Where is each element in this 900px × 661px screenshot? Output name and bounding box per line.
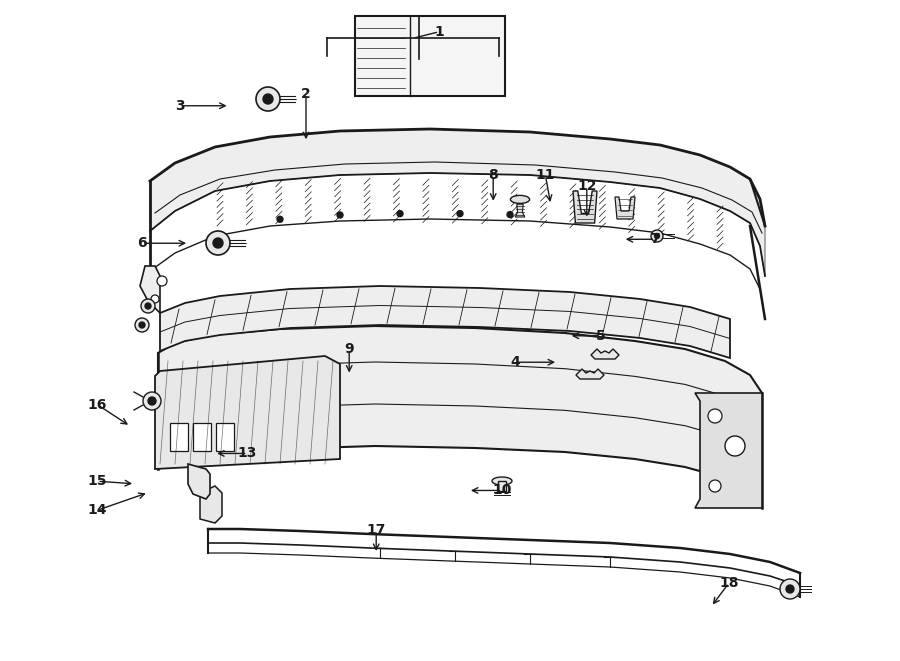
Polygon shape <box>573 191 597 223</box>
FancyBboxPatch shape <box>170 423 188 451</box>
Circle shape <box>148 397 156 405</box>
Circle shape <box>708 409 722 423</box>
Polygon shape <box>158 326 762 508</box>
Text: 9: 9 <box>345 342 354 356</box>
Text: 15: 15 <box>87 474 107 488</box>
FancyBboxPatch shape <box>216 423 234 451</box>
FancyBboxPatch shape <box>355 16 505 96</box>
Polygon shape <box>695 393 762 508</box>
Text: 2: 2 <box>302 87 310 101</box>
Text: 4: 4 <box>510 355 519 369</box>
Circle shape <box>263 94 273 104</box>
Circle shape <box>780 579 800 599</box>
Text: 11: 11 <box>536 168 555 182</box>
Text: 7: 7 <box>651 232 660 247</box>
Ellipse shape <box>510 196 529 204</box>
Circle shape <box>206 231 230 255</box>
Polygon shape <box>615 197 635 219</box>
Text: 18: 18 <box>719 576 739 590</box>
Polygon shape <box>155 356 340 469</box>
Text: 16: 16 <box>87 397 107 412</box>
Circle shape <box>143 392 161 410</box>
Text: 10: 10 <box>492 483 512 498</box>
Text: 3: 3 <box>176 98 184 113</box>
Ellipse shape <box>492 477 512 485</box>
Polygon shape <box>591 349 619 359</box>
Polygon shape <box>576 369 604 379</box>
Polygon shape <box>515 204 525 217</box>
Text: 5: 5 <box>597 329 606 343</box>
Circle shape <box>651 230 663 242</box>
Circle shape <box>337 212 343 218</box>
Text: 13: 13 <box>238 446 257 461</box>
Circle shape <box>654 233 660 239</box>
Circle shape <box>213 238 223 248</box>
Circle shape <box>141 299 155 313</box>
Circle shape <box>256 87 280 111</box>
Text: 1: 1 <box>435 24 444 39</box>
Circle shape <box>135 318 149 332</box>
Circle shape <box>151 295 159 303</box>
Circle shape <box>709 480 721 492</box>
Text: 14: 14 <box>87 503 107 518</box>
Polygon shape <box>140 266 160 313</box>
Polygon shape <box>150 129 765 276</box>
Text: 12: 12 <box>577 179 597 194</box>
Bar <box>498 481 506 491</box>
Circle shape <box>397 211 403 217</box>
Circle shape <box>786 585 794 593</box>
Text: 17: 17 <box>366 523 386 537</box>
Polygon shape <box>160 286 730 358</box>
Circle shape <box>157 276 167 286</box>
Text: 8: 8 <box>489 168 498 182</box>
FancyBboxPatch shape <box>193 423 211 451</box>
Circle shape <box>725 436 745 456</box>
Circle shape <box>139 322 145 328</box>
Text: 6: 6 <box>138 236 147 251</box>
Polygon shape <box>200 486 222 523</box>
Circle shape <box>507 212 513 217</box>
Circle shape <box>145 303 151 309</box>
Polygon shape <box>188 464 210 499</box>
Circle shape <box>457 211 463 217</box>
Circle shape <box>277 216 283 222</box>
